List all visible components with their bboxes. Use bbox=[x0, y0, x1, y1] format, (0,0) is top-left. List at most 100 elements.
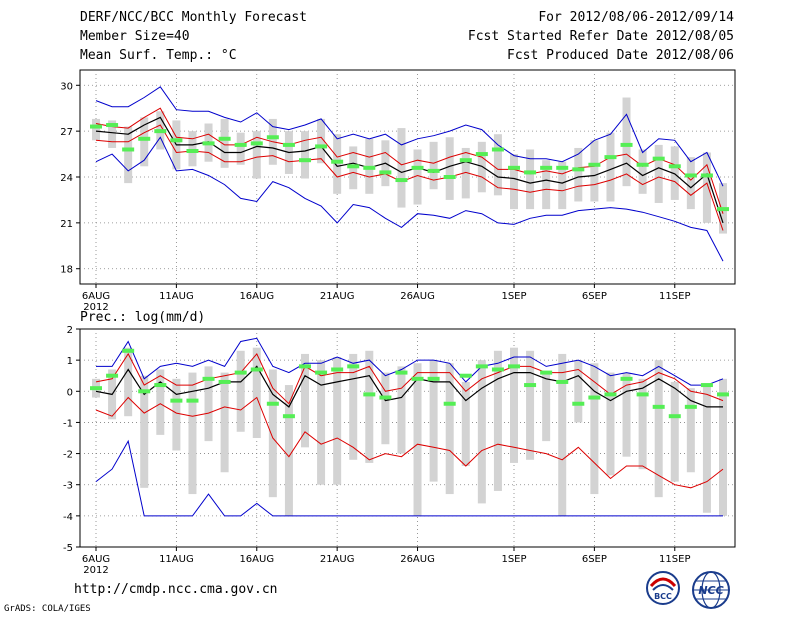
upper-spread-line bbox=[95, 107, 724, 214]
observed-marker bbox=[572, 401, 585, 406]
observed-marker bbox=[411, 165, 424, 170]
spread-box bbox=[220, 372, 229, 473]
spread-box bbox=[92, 118, 100, 141]
observed-marker bbox=[636, 162, 649, 167]
spread-box bbox=[558, 161, 567, 210]
spread-box bbox=[606, 132, 615, 202]
observed-marker bbox=[572, 167, 585, 172]
y-tick-label: 21 bbox=[60, 219, 73, 230]
x-tick-label: 21AUG bbox=[320, 554, 355, 565]
observed-marker bbox=[459, 158, 472, 163]
spread-box bbox=[301, 131, 309, 179]
observed-marker bbox=[90, 124, 102, 129]
observed-marker bbox=[299, 158, 311, 163]
x-tick-label: 1SEP bbox=[501, 554, 526, 565]
observed-marker bbox=[700, 383, 713, 388]
observed-marker bbox=[379, 170, 392, 175]
spread-box bbox=[461, 381, 470, 467]
observed-marker bbox=[588, 395, 601, 400]
y-tick-label: 27 bbox=[60, 127, 73, 138]
observed-marker bbox=[234, 370, 247, 375]
observed-marker bbox=[315, 144, 328, 149]
observed-marker bbox=[122, 147, 135, 152]
x-tick-label: 26AUG bbox=[400, 554, 435, 565]
observed-marker bbox=[250, 367, 263, 372]
spread-box bbox=[397, 366, 406, 454]
spread-box bbox=[413, 363, 422, 516]
observed-marker bbox=[684, 404, 697, 409]
spread-box bbox=[365, 350, 374, 463]
y-tick-label: 1 bbox=[67, 356, 73, 367]
observed-marker bbox=[491, 367, 504, 372]
lower-spread-line bbox=[95, 396, 724, 489]
observed-marker bbox=[347, 164, 360, 169]
observed-marker bbox=[250, 141, 263, 146]
x-tick-label: 16AUG bbox=[239, 291, 274, 302]
observed-marker bbox=[508, 165, 520, 170]
observed-marker bbox=[443, 401, 456, 406]
spread-box bbox=[445, 137, 454, 200]
spread-box bbox=[188, 131, 197, 167]
observed-marker bbox=[620, 142, 633, 147]
observed-marker bbox=[395, 370, 408, 375]
observed-marker bbox=[234, 142, 247, 147]
ensemble-mean-line bbox=[95, 365, 723, 408]
spread-box bbox=[558, 353, 567, 516]
y-tick-label: 24 bbox=[60, 173, 73, 184]
y-tick-label: 2 bbox=[67, 325, 73, 336]
observed-marker bbox=[266, 401, 279, 406]
produced-date: Fcst Produced Date 2012/08/06 bbox=[507, 48, 734, 63]
y-tick-label: -3 bbox=[63, 481, 73, 492]
max-line bbox=[95, 86, 724, 187]
spread-box bbox=[284, 385, 293, 516]
spread-box bbox=[574, 360, 583, 423]
precip-label: Prec.: log(mm/d) bbox=[80, 310, 206, 325]
observed-marker bbox=[122, 348, 135, 353]
observed-marker bbox=[299, 364, 311, 369]
observed-marker bbox=[106, 123, 119, 128]
lower-spread-line bbox=[95, 124, 724, 231]
spread-box bbox=[477, 141, 486, 193]
ncc-logo-icon: NCC bbox=[692, 571, 730, 609]
spread-box bbox=[654, 144, 663, 203]
spread-box bbox=[590, 363, 599, 495]
observed-marker bbox=[154, 383, 167, 388]
x-year-label: 2012 bbox=[83, 302, 108, 313]
observed-marker bbox=[717, 392, 729, 397]
observed-marker bbox=[668, 164, 681, 169]
forecast-period: For 2012/08/06-2012/09/14 bbox=[538, 10, 734, 25]
spread-box bbox=[461, 147, 470, 199]
spread-box bbox=[268, 369, 277, 498]
y-tick-label: 18 bbox=[60, 265, 73, 276]
upper-spread-line bbox=[95, 352, 724, 405]
ncc-logo-text: NCC bbox=[698, 584, 723, 597]
spread-box bbox=[622, 97, 631, 187]
spread-box bbox=[252, 347, 261, 438]
observed-marker bbox=[636, 392, 649, 397]
observed-marker bbox=[556, 165, 569, 170]
observed-marker bbox=[524, 383, 537, 388]
x-tick-label: 11AUG bbox=[159, 554, 194, 565]
observed-marker bbox=[524, 170, 537, 175]
observed-marker bbox=[620, 376, 633, 381]
spread-box bbox=[477, 360, 486, 504]
spread-box bbox=[236, 132, 245, 165]
observed-marker bbox=[475, 364, 488, 369]
y-tick-label: -1 bbox=[63, 418, 73, 429]
y-tick-label: -2 bbox=[63, 450, 73, 461]
observed-marker bbox=[282, 414, 295, 419]
observed-marker bbox=[684, 173, 697, 178]
variable-label: Mean Surf. Temp.: °C bbox=[80, 48, 237, 63]
spread-box bbox=[220, 118, 229, 168]
observed-marker bbox=[363, 392, 376, 397]
x-tick-label: 6SEP bbox=[582, 291, 607, 302]
footer-url[interactable]: http://cmdp.ncc.cma.gov.cn bbox=[74, 582, 278, 597]
observed-marker bbox=[540, 370, 553, 375]
ensemble-mean-line bbox=[95, 116, 724, 224]
observed-marker bbox=[218, 136, 231, 141]
spread-box bbox=[606, 372, 615, 476]
x-tick-label: 11SEP bbox=[659, 291, 690, 302]
observed-marker bbox=[443, 175, 456, 179]
spread-box bbox=[526, 149, 535, 210]
